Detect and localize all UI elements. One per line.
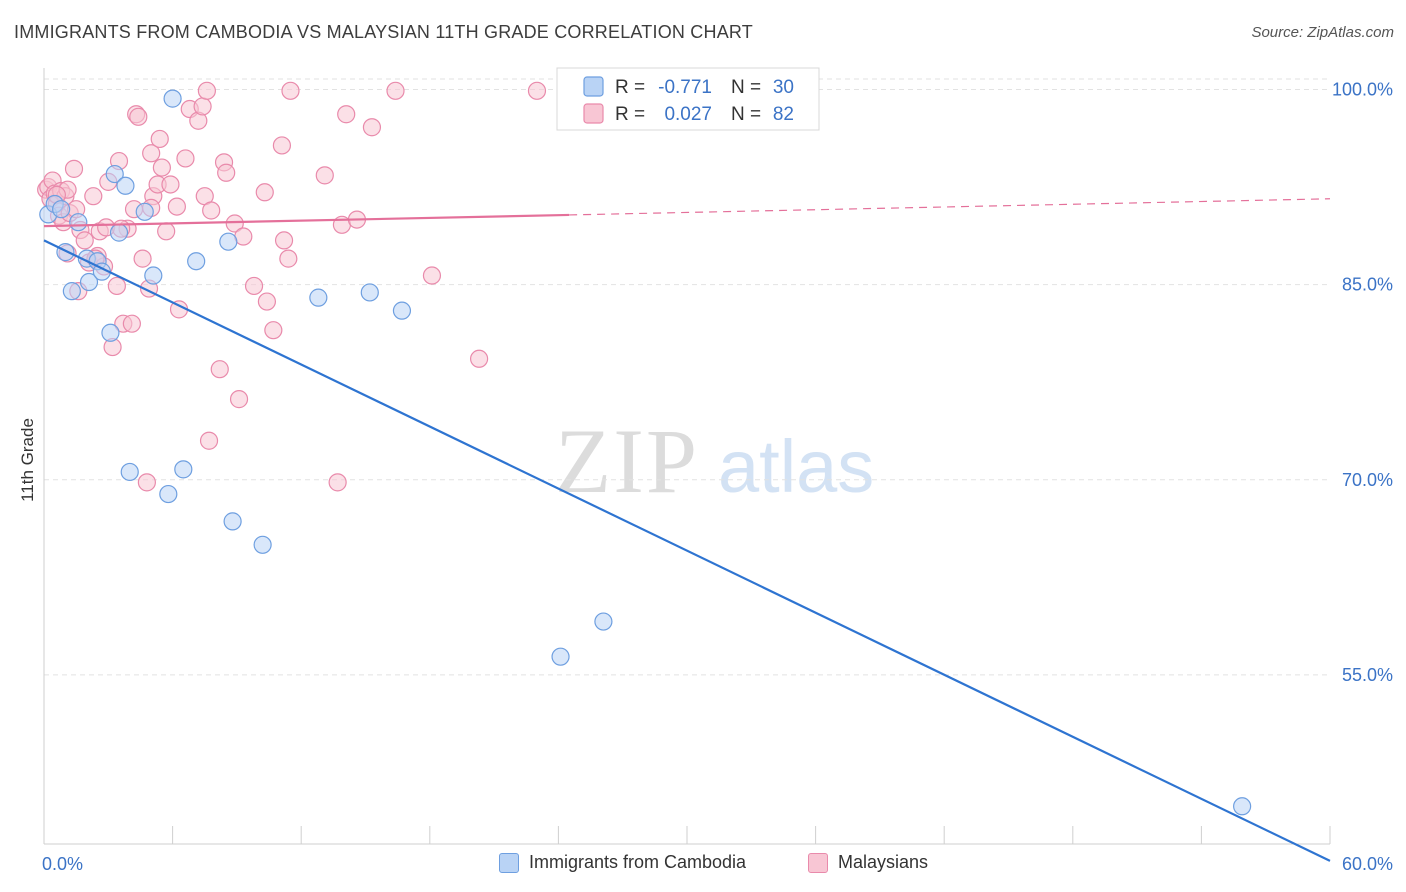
stats-r-value: 0.027 — [664, 104, 712, 125]
cambodia-point — [109, 223, 129, 242]
malaysian-point — [199, 431, 219, 450]
malaysian-point — [386, 81, 405, 100]
malaysian-point — [75, 231, 94, 250]
malaysian-point — [122, 314, 141, 333]
malaysian-point — [157, 222, 176, 241]
cambodia-point — [144, 266, 163, 285]
malaysian-point — [255, 183, 274, 202]
cambodia-point — [594, 612, 613, 631]
malaysian-point — [142, 144, 161, 163]
y-axis-label: 11th Grade — [18, 418, 37, 502]
malaysian-point — [210, 360, 229, 379]
malaysian-point — [281, 81, 300, 100]
cambodia-point — [187, 252, 206, 271]
malaysian-point — [229, 390, 249, 409]
malaysian-point — [202, 201, 221, 220]
cambodia-point — [52, 200, 71, 219]
x-tick-label-max: 60.0% — [1342, 854, 1393, 874]
stats-n-value: 82 — [773, 104, 794, 125]
cambodia-point — [116, 176, 135, 195]
chart-title: IMMIGRANTS FROM CAMBODIA VS MALAYSIAN 11… — [14, 22, 753, 42]
y-tick-label: 55.0% — [1342, 665, 1393, 685]
cambodia-point — [219, 232, 238, 251]
malaysian-point — [150, 129, 169, 149]
malaysian-point — [257, 292, 277, 311]
stats-r-label: R = — [615, 104, 645, 125]
cambodia-point — [1233, 797, 1252, 816]
malaysian-point — [274, 231, 294, 250]
source-label: Source: ZipAtlas.com — [1251, 24, 1394, 41]
cambodia-point — [551, 647, 570, 666]
malaysian-point — [176, 149, 195, 168]
cambodia-point — [69, 213, 88, 232]
cambodia-point — [253, 535, 272, 554]
stats-r-value: -0.771 — [658, 77, 712, 98]
malaysian-point — [193, 97, 212, 116]
malaysian-point — [161, 175, 180, 194]
malaysian-point — [264, 321, 283, 340]
malaysian-point — [64, 159, 84, 178]
cambodia-point — [56, 243, 75, 262]
malaysian-point — [107, 276, 126, 296]
malaysian-trend-line — [43, 213, 570, 228]
legend-label-cambodia: Immigrants from Cambodia — [529, 852, 747, 872]
cambodia-point — [120, 462, 139, 482]
malaysian-point — [129, 107, 148, 126]
cambodia-point — [309, 288, 328, 307]
malaysian-point — [362, 118, 382, 137]
stats-r-label: R = — [615, 77, 645, 98]
malaysian-point — [315, 166, 334, 185]
cambodia-point — [135, 202, 154, 221]
malaysian-point — [133, 249, 152, 268]
malaysian-point — [328, 473, 347, 492]
malaysian-point — [137, 473, 156, 492]
malaysian-point — [225, 214, 244, 233]
malaysian-point — [167, 197, 186, 216]
malaysian-point — [244, 276, 264, 296]
cambodia-point — [360, 283, 379, 302]
legend-label-malaysians: Malaysians — [838, 852, 929, 872]
cambodia-point — [159, 484, 178, 504]
stats-legend-swatch — [583, 76, 604, 97]
watermark-zip: ZIP — [555, 410, 699, 512]
legend-item-malaysians[interactable]: Malaysians — [808, 852, 928, 873]
cambodia-point — [392, 301, 412, 320]
malaysian-point — [272, 136, 292, 155]
stats-n-label: N = — [731, 104, 761, 125]
malaysian-point — [84, 187, 103, 206]
malaysian-point — [279, 249, 298, 268]
bottom-legend: Immigrants from Cambodia Malaysians — [0, 852, 1406, 878]
cambodia-point — [174, 460, 193, 479]
malaysian-point — [469, 349, 489, 368]
x-tick-label-min: 0.0% — [42, 854, 83, 874]
malaysian-trend-line-extension — [569, 198, 1331, 216]
y-tick-label: 70.0% — [1342, 470, 1393, 490]
cambodia-point — [79, 272, 99, 292]
malaysian-point — [337, 105, 356, 124]
legend-swatch-malaysians — [808, 852, 828, 873]
y-tick-label: 100.0% — [1332, 80, 1393, 100]
legend-swatch-cambodia — [499, 852, 519, 873]
cambodia-point — [163, 89, 182, 108]
cambodia-point — [223, 512, 242, 531]
malaysian-point — [527, 81, 547, 100]
stats-legend-swatch — [583, 103, 604, 124]
cambodia-point — [62, 282, 81, 301]
stats-n-value: 30 — [773, 77, 794, 98]
cambodia-point — [105, 164, 124, 184]
stats-n-label: N = — [731, 77, 761, 98]
y-tick-label: 85.0% — [1342, 275, 1393, 295]
malaysian-point — [217, 163, 236, 182]
malaysian-point — [422, 266, 442, 285]
watermark-atlas: atlas — [718, 425, 874, 508]
cambodia-point — [101, 323, 120, 342]
malaysian-point — [152, 158, 171, 177]
malaysian-point — [197, 81, 216, 100]
legend-item-cambodia[interactable]: Immigrants from Cambodia — [499, 852, 746, 873]
cambodia-trend-line — [43, 239, 1331, 862]
